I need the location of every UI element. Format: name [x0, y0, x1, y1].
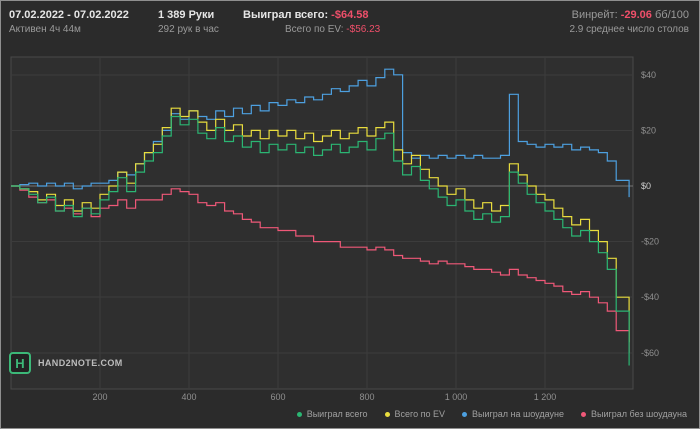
x-tick-label: 1 200 [534, 392, 557, 402]
hand2note-logo-icon: H [9, 352, 31, 374]
hand2note-logo: H HAND2NOTE.COM [9, 352, 123, 374]
legend-dot-ev [384, 411, 390, 417]
winrate-label: Винрейт: [571, 9, 618, 21]
winrate-column: Винрейт: -29.06 бб/100 2.9 среднее число… [569, 8, 689, 37]
won-total-label: Выиграл всего: [243, 9, 329, 21]
y-tick-label: -$60 [641, 348, 659, 358]
winnings-chart: 200 400 600 800 1 000 1 200 $40 $20 $0 -$20 -$40 -$… [10, 56, 659, 402]
hands-column: 1 389 Руки 292 рук в час [158, 8, 219, 37]
legend-item-nonshowdown[interactable]: Выиграл без шоудауна [581, 409, 687, 419]
y-tick-label: -$20 [641, 237, 659, 247]
legend-dot-nonshowdown [581, 411, 586, 417]
winrate-units: бб/100 [654, 9, 689, 21]
plot-area [10, 56, 634, 390]
legend-label-ev: Всего по EV [394, 409, 446, 419]
x-tick-label: 800 [359, 392, 374, 402]
legend-dot-total [296, 411, 302, 417]
winnings-column: Выиграл всего: -$64.58 Всего по EV: -$56… [243, 8, 380, 37]
series-line-nonshowdown [11, 185, 630, 353]
hands-count: 1 389 Руки [158, 9, 215, 21]
ev-label: Всего по EV: [285, 24, 344, 35]
won-total-value: -$64.58 [331, 9, 369, 21]
y-tick-label: $40 [641, 70, 656, 80]
hand2note-logo-text: HAND2NOTE.COM [38, 358, 123, 368]
active-time: Активен 4ч 44м [9, 24, 81, 35]
ev-value: -$56.23 [346, 24, 381, 35]
legend-dot-showdown [462, 411, 468, 417]
x-tick-label: 600 [270, 392, 285, 402]
hands-per-hour: 292 рук в час [158, 24, 219, 35]
legend-item-total[interactable]: Выиграл всего [296, 409, 368, 419]
series-line-total [11, 115, 630, 366]
legend-label-nonshowdown: Выиграл без шоудауна [591, 409, 687, 419]
winrate-value: -29.06 [620, 9, 652, 21]
legend-label-showdown: Выиграл на шоудауне [472, 409, 564, 419]
y-tick-label: -$40 [641, 292, 659, 302]
date-range: 07.02.2022 - 07.02.2022 [9, 9, 129, 21]
legend-item-ev[interactable]: Всего по EV [384, 409, 446, 419]
legend-label-total: Выиграл всего [306, 409, 368, 419]
x-tick-label: 200 [92, 392, 107, 402]
x-tick-label: 1 000 [445, 392, 468, 402]
y-tick-label: $0 [641, 181, 651, 191]
x-tick-label: 400 [181, 392, 196, 402]
avg-tables: 2.9 среднее число столов [569, 24, 689, 35]
date-column: 07.02.2022 - 07.02.2022 Активен 4ч 44м [9, 8, 129, 37]
chart-legend: Выиграл всего Всего по EV Выиграл на шоу… [296, 409, 687, 419]
legend-item-showdown[interactable]: Выиграл на шоудауне [462, 409, 564, 419]
y-tick-label: $20 [641, 125, 656, 135]
